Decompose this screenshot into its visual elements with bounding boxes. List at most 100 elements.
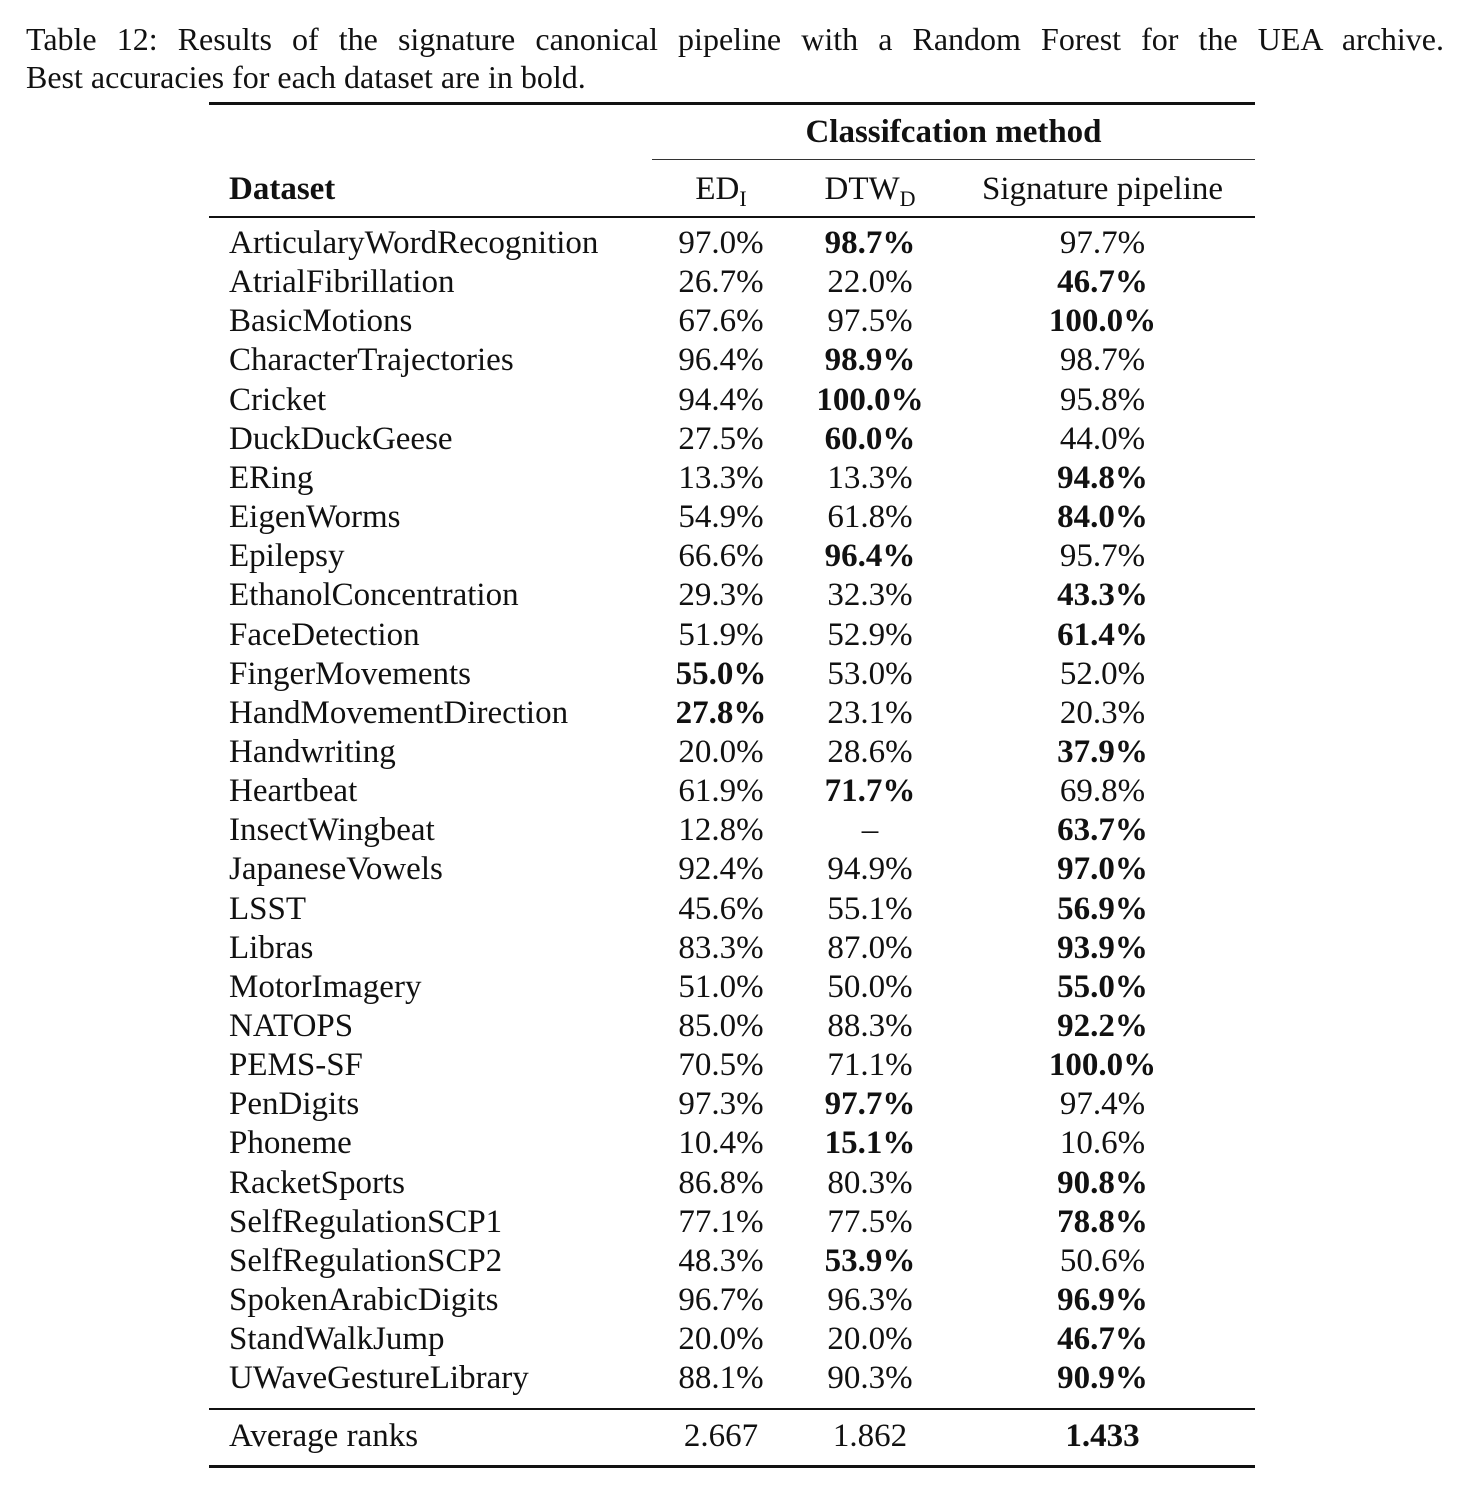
header-dataset: Dataset [229,171,336,207]
dtw-accuracy: 32.3% [827,577,913,613]
header-ed-label: ED [695,171,740,207]
ed-average-rank: 2.667 [683,1418,759,1454]
signature-accuracy: 50.6% [1059,1243,1146,1279]
ed-accuracy: 61.9% [678,773,764,809]
ed-accuracy: 20.0% [678,734,764,770]
signature-accuracy: 78.8% [1057,1204,1148,1240]
signature-average-rank: 1.433 [1065,1418,1140,1454]
dtw-accuracy: 96.4% [824,538,916,574]
ed-accuracy: 96.7% [678,1282,764,1318]
ed-accuracy: 96.4% [678,342,764,378]
dataset-name: FingerMovements [229,656,471,692]
dtw-accuracy: 98.7% [824,225,916,261]
caption-line-1: Table 12: Results of the signature canon… [26,21,1444,57]
dtw-accuracy: 52.9% [827,617,913,653]
header-dtw-subscript: D [899,186,916,211]
dtw-accuracy: 80.3% [827,1165,913,1201]
dtw-accuracy: 71.1% [827,1047,913,1083]
signature-accuracy: 52.0% [1059,656,1146,692]
dtw-accuracy: 100.0% [816,382,924,418]
dataset-name: DuckDuckGeese [229,421,453,457]
signature-accuracy: 93.9% [1057,930,1148,966]
dtw-accuracy: 20.0% [827,1321,913,1357]
ed-accuracy: 70.5% [678,1047,764,1083]
ed-accuracy: 12.8% [678,812,764,848]
dataset-name: CharacterTrajectories [229,342,514,378]
header-dtw: DTWD [790,169,950,211]
ed-accuracy: 10.4% [678,1125,764,1161]
ed-accuracy: 27.8% [675,695,767,731]
ed-accuracy: 94.4% [678,382,764,418]
header-ed-subscript: I [739,186,747,211]
ed-accuracy: 86.8% [678,1165,764,1201]
dataset-name: RacketSports [229,1165,405,1201]
signature-accuracy: 92.2% [1057,1008,1148,1044]
ed-accuracy: 54.9% [678,499,764,535]
signature-accuracy: 90.9% [1057,1360,1148,1396]
dtw-accuracy: 96.3% [827,1282,913,1318]
header-rule [209,216,1255,218]
dataset-name: Handwriting [229,734,396,770]
dataset-name: BasicMotions [229,303,413,339]
dtw-accuracy: 71.7% [824,773,916,809]
bottom-rule [209,1465,1255,1468]
ed-accuracy: 45.6% [678,891,764,927]
signature-accuracy: 10.6% [1059,1125,1146,1161]
group-header: Classifcation method [805,114,1102,150]
signature-accuracy: 63.7% [1057,812,1148,848]
dataset-name: AtrialFibrillation [229,264,455,300]
signature-accuracy: 56.9% [1057,891,1148,927]
ed-accuracy: 92.4% [678,851,764,887]
table-caption: Table 12: Results of the signature canon… [26,20,1444,96]
signature-accuracy: 46.7% [1057,1321,1148,1357]
signature-accuracy: 20.3% [1059,695,1146,731]
ed-accuracy: 13.3% [678,460,764,496]
top-rule [209,102,1255,105]
dataset-name: Cricket [229,382,327,418]
dtw-accuracy: 23.1% [827,695,913,731]
header-signature: Signature pipeline [981,171,1224,207]
ed-accuracy: 55.0% [675,656,767,692]
dataset-name: InsectWingbeat [229,812,435,848]
signature-accuracy: 100.0% [1048,1047,1157,1083]
footer-rule [209,1408,1255,1410]
signature-accuracy: 97.4% [1059,1086,1146,1122]
caption-line-2: Best accuracies for each dataset are in … [26,59,586,95]
dataset-name: LSST [229,891,307,927]
signature-accuracy: 84.0% [1057,499,1148,535]
signature-accuracy: 95.7% [1059,538,1146,574]
ed-accuracy: 97.0% [678,225,764,261]
dtw-accuracy: 53.9% [824,1243,916,1279]
signature-accuracy: 37.9% [1057,734,1148,770]
dataset-name: NATOPS [229,1008,354,1044]
signature-accuracy: 96.9% [1057,1282,1148,1318]
dtw-accuracy: 28.6% [827,734,913,770]
signature-accuracy: 100.0% [1048,303,1157,339]
dtw-accuracy: 50.0% [827,969,913,1005]
dataset-name: Libras [229,930,314,966]
ed-accuracy: 26.7% [678,264,764,300]
ed-accuracy: 51.0% [678,969,764,1005]
dataset-name: SelfRegulationSCP2 [229,1243,503,1279]
average-ranks-label: Average ranks [229,1418,419,1454]
group-rule [652,159,1255,160]
signature-accuracy: 43.3% [1057,577,1148,613]
dataset-name: JapaneseVowels [229,851,443,887]
ed-accuracy: 29.3% [678,577,764,613]
dataset-name: Phoneme [229,1125,352,1161]
ed-accuracy: 48.3% [678,1243,764,1279]
dtw-accuracy: 60.0% [824,421,916,457]
signature-accuracy: 55.0% [1057,969,1148,1005]
dataset-name: EthanolConcentration [229,577,519,613]
dtw-accuracy: 90.3% [827,1360,913,1396]
ed-accuracy: 83.3% [678,930,764,966]
signature-accuracy: 98.7% [1059,342,1146,378]
ed-accuracy: 77.1% [678,1204,764,1240]
dataset-name: ArticularyWordRecognition [229,225,599,261]
signature-accuracy: 44.0% [1059,421,1146,457]
ed-accuracy: 88.1% [678,1360,764,1396]
signature-accuracy: 46.7% [1057,264,1148,300]
signature-accuracy: 95.8% [1059,382,1146,418]
header-ed: EDI [652,169,790,211]
dataset-name: FaceDetection [229,617,420,653]
